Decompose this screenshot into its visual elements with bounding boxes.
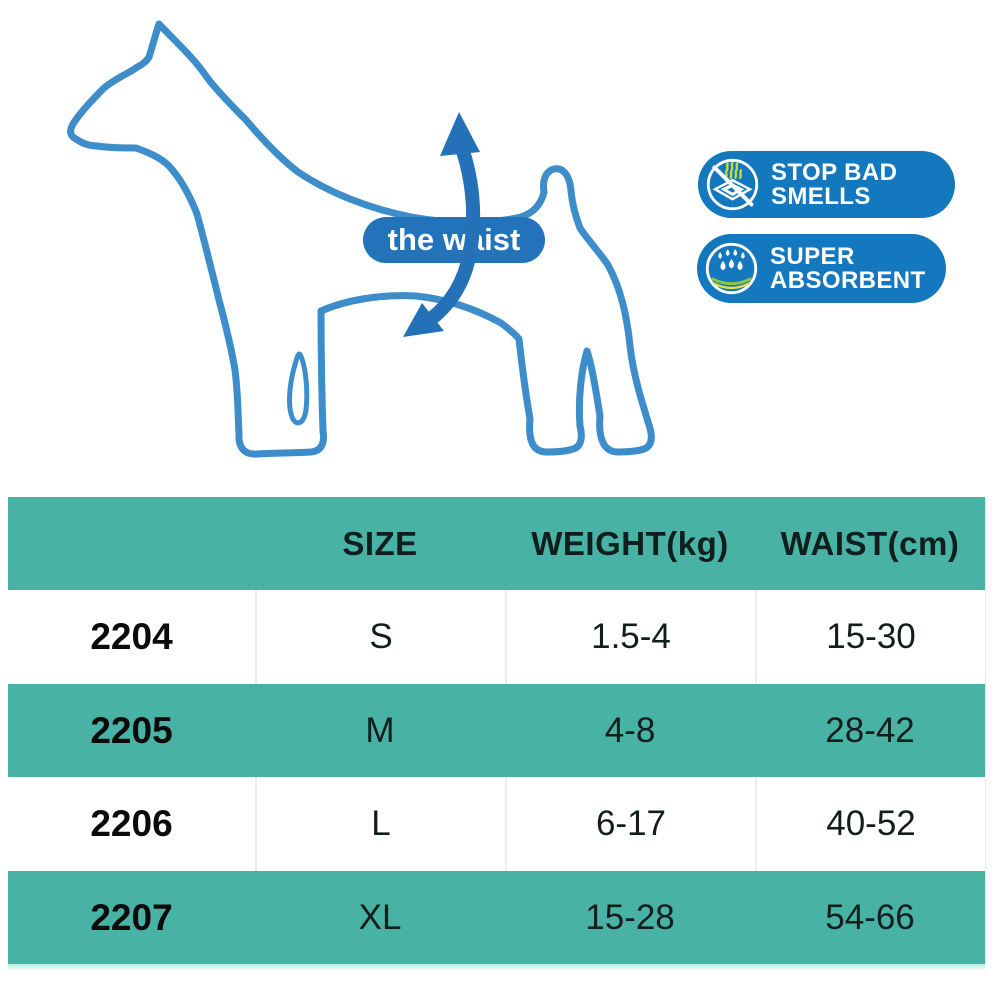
dog-waist-diagram: the waist — [67, 20, 655, 458]
table-row: 2205 M 4-8 28-42 — [8, 684, 985, 777]
cell-code: 2207 — [90, 896, 173, 938]
size-chart-table: SIZE WEIGHT(kg) WAIST(cm) 2204 S 1.5-4 1… — [8, 497, 986, 971]
header-cell-size: SIZE — [342, 524, 418, 562]
cell-size: M — [365, 710, 395, 750]
cell-weight: 15-28 — [585, 897, 675, 937]
cell-weight: 4-8 — [604, 710, 656, 750]
waist-arrow-icon — [403, 112, 481, 337]
cell-size: XL — [358, 897, 402, 937]
cell-waist: 54-66 — [825, 897, 915, 937]
header-cell-blank — [8, 497, 255, 590]
cell-size: L — [255, 777, 505, 871]
cell-code: 2205 — [90, 709, 173, 751]
no-smell-icon — [704, 156, 761, 213]
feature-badge-super-absorbent: SUPER ABSORBENT — [697, 234, 946, 303]
table-header-row: SIZE WEIGHT(kg) WAIST(cm) — [8, 497, 985, 590]
cell-code: 2206 — [90, 803, 173, 844]
cell-weight: 6-17 — [505, 777, 755, 871]
cell-size: S — [255, 590, 505, 684]
badge-line: SUPER — [770, 242, 855, 270]
cell-code: 2204 — [90, 616, 173, 657]
waist-label-pill — [363, 217, 545, 263]
feature-badge-stop-bad-smells: STOP BAD SMELLS — [698, 151, 955, 218]
header-cell-waist: WAIST(cm) — [780, 524, 960, 562]
front-leg-inner-line — [287, 351, 310, 426]
table-row: 2207 XL 15-28 54-66 — [8, 871, 985, 964]
cell-weight: 1.5-4 — [505, 590, 755, 684]
table-row: 2204 S 1.5-4 15-30 — [8, 590, 985, 684]
cell-waist: 28-42 — [825, 710, 915, 750]
cell-waist: 15-30 — [755, 590, 985, 684]
dog-outline — [67, 20, 655, 458]
header-cell-weight: WEIGHT(kg) — [531, 524, 729, 562]
measurement-diagram: the waist — [0, 0, 1000, 497]
badge-line: ABSORBENT — [770, 266, 926, 294]
badge-line: STOP BAD — [771, 158, 898, 186]
waist-label: the waist — [388, 222, 521, 257]
badge-line: SMELLS — [771, 182, 871, 210]
cell-waist: 40-52 — [755, 777, 985, 871]
table-row: 2206 L 6-17 40-52 — [8, 777, 985, 871]
water-drops-icon — [703, 240, 760, 297]
